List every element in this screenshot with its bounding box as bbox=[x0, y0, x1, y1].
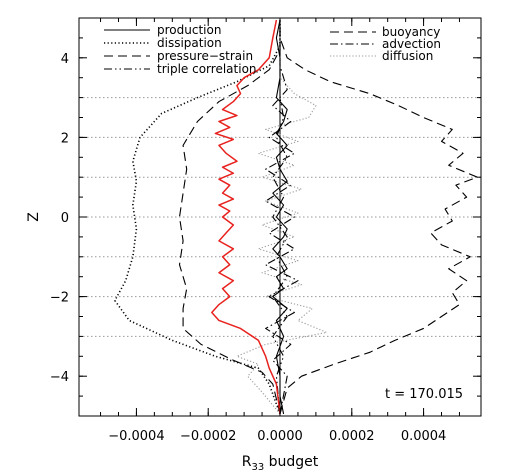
y-tick-label: 2 bbox=[61, 131, 69, 146]
y-tick-label: −4 bbox=[50, 370, 69, 385]
legend-label: production bbox=[157, 23, 221, 37]
x-tick-label: −0.0002 bbox=[180, 429, 236, 444]
x-axis-label-rest: budget bbox=[264, 454, 319, 470]
x-tick-label: 0.0004 bbox=[401, 429, 447, 444]
x-axis-label: R33 budget bbox=[242, 454, 319, 473]
series-total-line bbox=[211, 19, 281, 415]
series-pressure-strain-line bbox=[178, 19, 281, 415]
series-production-line bbox=[272, 19, 288, 415]
y-tick-label: 4 bbox=[61, 52, 69, 67]
series-buoyancy-line bbox=[279, 19, 478, 415]
time-annotation: t = 170.015 bbox=[385, 387, 463, 402]
legend-label: advection bbox=[382, 37, 441, 51]
series-triple-correlation-line bbox=[272, 19, 288, 415]
x-tick-label: 0.0002 bbox=[329, 429, 375, 444]
x-tick-label: −0.0004 bbox=[108, 429, 164, 444]
legend-label: triple correlation bbox=[157, 62, 257, 76]
x-tick-label: 0.0000 bbox=[257, 429, 303, 444]
axis-ticks: −0.0004 −0.0002 0.0000 0.0002 0.0004 −4 −2 0 2 4 bbox=[50, 17, 481, 444]
y-tick-label: −2 bbox=[50, 291, 69, 306]
legend-label: dissipation bbox=[157, 36, 222, 50]
series-diffusion-line bbox=[236, 19, 328, 415]
y-axis-label: Z bbox=[26, 212, 42, 222]
legend-label: diffusion bbox=[382, 49, 433, 63]
legend-label: pressure−strain bbox=[157, 49, 253, 63]
x-axis-label-main: R bbox=[242, 454, 252, 470]
series-advection-line bbox=[265, 19, 299, 415]
legend: productiondissipationpressure−straintrip… bbox=[104, 23, 441, 76]
legend-label: buoyancy bbox=[382, 25, 440, 39]
data-series-group bbox=[114, 19, 478, 415]
y-tick-label: 0 bbox=[61, 211, 69, 226]
x-axis-label-subscript: 33 bbox=[251, 462, 264, 473]
